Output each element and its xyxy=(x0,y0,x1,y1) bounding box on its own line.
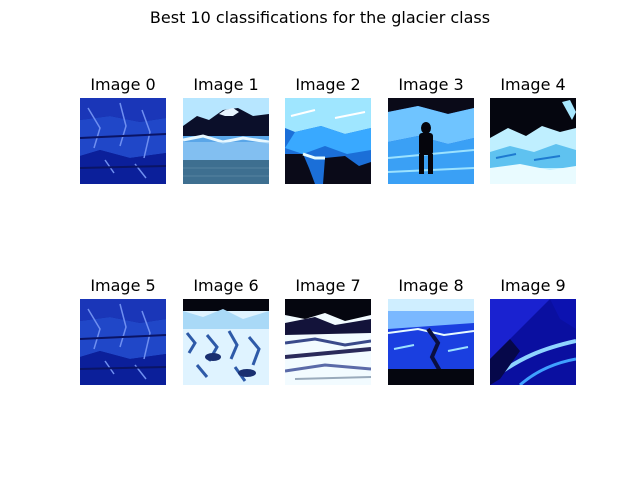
image-label: Image 2 xyxy=(295,75,361,94)
image-label: Image 1 xyxy=(193,75,259,94)
image-label: Image 6 xyxy=(193,276,259,295)
image-label: Image 8 xyxy=(398,276,464,295)
figure-title: Best 10 classifications for the glacier … xyxy=(149,8,491,27)
image-label: Image 3 xyxy=(398,75,464,94)
image-thumbnail-crevasse-river xyxy=(388,299,474,385)
image-label: Image 0 xyxy=(90,75,156,94)
image-thumbnail-ice-tunnel xyxy=(490,299,576,385)
image-thumbnail-glacier-ice-wall xyxy=(80,98,166,184)
image-label: Image 7 xyxy=(295,276,361,295)
image-label: Image 4 xyxy=(500,75,566,94)
image-thumbnail-ice-cave xyxy=(285,98,371,184)
image-label: Image 5 xyxy=(90,276,156,295)
image-thumbnail-ice-ridge xyxy=(285,299,371,385)
image-thumbnail-mountain-lake xyxy=(183,98,269,184)
image-thumbnail-hiker-on-ice xyxy=(388,98,474,184)
image-thumbnail-snowy-ice-field xyxy=(183,299,269,385)
image-thumbnail-glacier-ice-wall xyxy=(80,299,166,385)
image-thumbnail-ice-floes xyxy=(490,98,576,184)
image-label: Image 9 xyxy=(500,276,566,295)
